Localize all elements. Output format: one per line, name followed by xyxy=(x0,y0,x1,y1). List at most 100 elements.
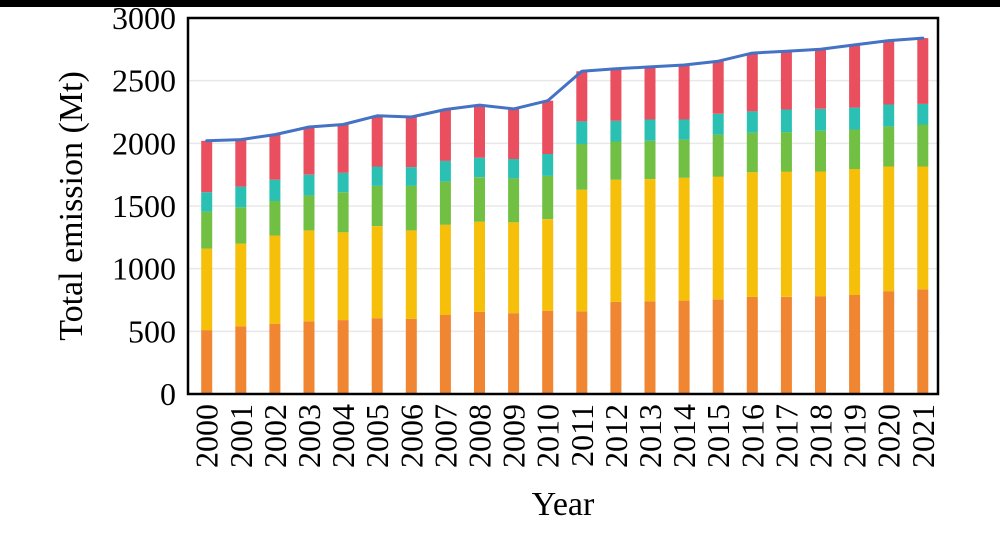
yellow-segment xyxy=(303,230,315,322)
teal-segment xyxy=(542,154,554,176)
x-tick-2011: 2011 xyxy=(564,404,600,467)
orange-segment xyxy=(849,295,861,394)
orange-segment xyxy=(474,311,485,394)
bar-2007 xyxy=(439,109,451,394)
x-tick-2014: 2014 xyxy=(666,404,702,468)
orange-segment xyxy=(610,301,622,394)
x-tick-2002: 2002 xyxy=(257,404,293,468)
yellow-segment xyxy=(610,179,622,302)
orange-segment xyxy=(235,326,247,394)
red-segment xyxy=(474,105,485,158)
green-segment xyxy=(576,144,588,190)
x-tick-2000: 2000 xyxy=(189,404,225,468)
bar-2002 xyxy=(269,134,281,394)
top-border-strip xyxy=(0,0,1000,7)
x-tick-2013: 2013 xyxy=(632,404,668,468)
red-segment xyxy=(746,53,758,112)
bar-2016 xyxy=(746,53,758,394)
red-segment xyxy=(780,51,792,110)
teal-segment xyxy=(405,167,417,186)
y-tick-2000: 2000 xyxy=(112,125,176,161)
red-segment xyxy=(337,124,349,173)
bar-2006 xyxy=(405,117,417,394)
teal-segment xyxy=(201,192,213,212)
yellow-segment xyxy=(508,222,520,314)
x-axis-title: Year xyxy=(532,486,595,523)
teal-segment xyxy=(849,107,861,130)
bar-2000 xyxy=(201,140,213,394)
yellow-segment xyxy=(815,171,826,297)
red-segment xyxy=(576,71,588,122)
y-tick-3000: 3000 xyxy=(112,7,176,36)
red-segment xyxy=(849,44,861,108)
green-segment xyxy=(712,134,724,177)
teal-segment xyxy=(576,121,588,144)
green-segment xyxy=(849,129,861,169)
green-segment xyxy=(303,195,315,231)
yellow-segment xyxy=(474,221,485,312)
x-tick-2017: 2017 xyxy=(768,404,804,468)
red-segment xyxy=(371,115,383,167)
teal-segment xyxy=(474,157,485,178)
orange-segment xyxy=(746,296,758,394)
bar-2018 xyxy=(815,49,826,394)
teal-segment xyxy=(678,119,690,140)
red-segment xyxy=(542,100,554,154)
bar-2017 xyxy=(780,51,792,394)
red-segment xyxy=(439,109,451,161)
yellow-segment xyxy=(849,169,861,295)
orange-segment xyxy=(269,323,281,394)
green-segment xyxy=(917,124,929,167)
bar-2020 xyxy=(883,40,895,394)
red-segment xyxy=(508,108,520,159)
x-tick-2018: 2018 xyxy=(803,404,839,468)
green-segment xyxy=(815,130,826,172)
teal-segment xyxy=(610,120,622,142)
x-tick-2016: 2016 xyxy=(734,404,770,468)
y-tick-0: 0 xyxy=(160,376,176,412)
red-segment xyxy=(883,40,895,105)
yellow-segment xyxy=(917,166,929,290)
orange-segment xyxy=(508,313,520,394)
teal-segment xyxy=(235,186,247,208)
green-segment xyxy=(405,185,417,231)
green-segment xyxy=(542,175,554,220)
x-tick-2003: 2003 xyxy=(291,404,327,468)
bar-2003 xyxy=(303,127,315,394)
red-segment xyxy=(610,68,622,121)
bar-2011 xyxy=(576,71,588,394)
green-segment xyxy=(474,177,485,222)
orange-segment xyxy=(337,320,349,394)
bar-2015 xyxy=(712,61,724,394)
bar-2008 xyxy=(474,105,485,394)
x-tick-2004: 2004 xyxy=(325,404,361,468)
orange-segment xyxy=(439,315,451,394)
teal-segment xyxy=(917,103,929,125)
x-tick-2015: 2015 xyxy=(700,404,736,468)
red-segment xyxy=(269,134,281,180)
x-tick-2010: 2010 xyxy=(530,404,566,468)
orange-segment xyxy=(201,330,213,394)
yellow-segment xyxy=(201,248,213,331)
red-segment xyxy=(815,49,826,109)
x-tick-2021: 2021 xyxy=(905,404,941,468)
yellow-segment xyxy=(405,230,417,319)
x-tick-2020: 2020 xyxy=(871,404,907,468)
orange-segment xyxy=(576,311,588,394)
orange-segment xyxy=(815,296,826,394)
yellow-segment xyxy=(576,189,588,312)
orange-segment xyxy=(542,310,554,394)
orange-segment xyxy=(303,321,315,394)
x-tick-2001: 2001 xyxy=(223,404,259,468)
yellow-segment xyxy=(371,226,383,319)
teal-segment xyxy=(883,104,895,127)
teal-segment xyxy=(746,111,758,133)
teal-segment xyxy=(371,166,383,186)
teal-segment xyxy=(508,159,520,179)
yellow-segment xyxy=(542,219,554,311)
orange-segment xyxy=(883,291,895,394)
teal-segment xyxy=(780,109,792,133)
green-segment xyxy=(678,139,690,178)
